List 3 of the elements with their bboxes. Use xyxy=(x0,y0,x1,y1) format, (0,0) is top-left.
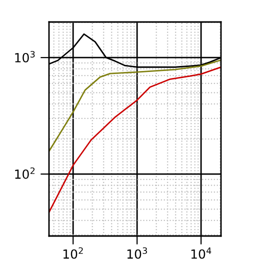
x-tick-label: 10$^{3}$ xyxy=(127,247,147,259)
x-tick-label: 10$^{2}$ xyxy=(63,247,83,259)
x-tick-label: 10$^{4}$ xyxy=(191,247,212,259)
